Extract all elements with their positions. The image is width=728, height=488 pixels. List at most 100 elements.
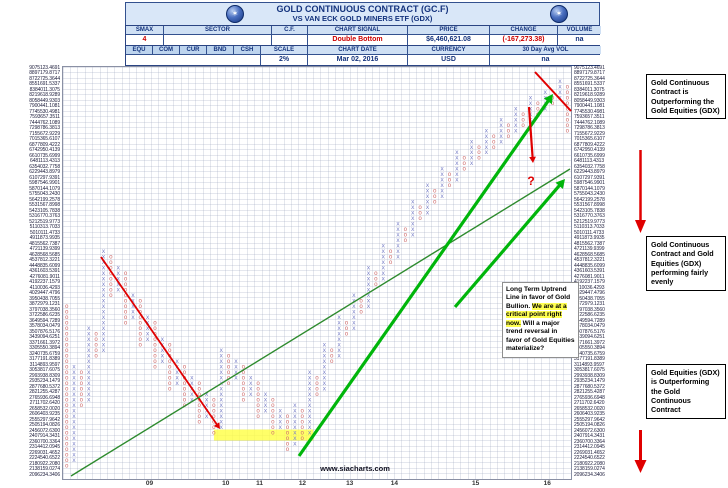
svg-text:o: o [197,413,201,420]
smax-value: 4 [126,35,163,45]
scale-value: 2% [261,55,307,65]
watermark: www.siacharts.com [320,464,390,473]
svg-text:o: o [65,325,69,332]
svg-text:o: o [197,407,201,414]
svg-text:o: o [80,396,84,403]
svg-text:o: o [492,138,496,145]
svg-text:o: o [300,429,304,436]
y-axis-label: 7444762.1089 [29,119,60,126]
svg-text:x: x [381,243,385,250]
svg-text:x: x [484,133,488,140]
svg-text:o: o [492,133,496,140]
svg-text:x: x [190,391,194,398]
y-axis-label: 6229443.8979 [574,169,605,176]
y-axis-label: 3649594.7289 [574,317,605,324]
svg-text:o: o [65,424,69,431]
svg-text:o: o [330,347,334,354]
svg-text:x: x [411,199,415,206]
y-axis-label: 3797038.3560 [574,306,605,313]
y-axis-label: 8384011.3075 [574,86,605,93]
y-axis-label: 3507876.5176 [29,328,60,335]
svg-text:x: x [87,358,91,365]
y-axis-label: 7015365.6107 [29,136,60,143]
svg-text:o: o [212,413,216,420]
svg-text:o: o [256,396,260,403]
currency-value: USD [408,55,489,65]
svg-text:x: x [308,424,312,431]
trendline [70,168,571,477]
svg-text:x: x [426,188,430,195]
svg-text:x: x [470,138,474,145]
y-axis-label: 2456072.6300 [29,427,60,434]
svg-text:x: x [308,418,312,425]
trendline [453,179,565,309]
volume-value: na [558,35,601,45]
svg-text:x: x [455,149,459,156]
svg-text:x: x [219,374,223,381]
tab-equ[interactable]: EQU [126,46,152,54]
y-axis-label: 8897179.8717 [574,70,605,77]
svg-text:o: o [477,149,481,156]
svg-text:o: o [65,429,69,436]
svg-text:o: o [565,83,569,90]
svg-text:x: x [426,210,430,217]
y-axis-label: 2993938.8309 [574,372,605,379]
svg-text:o: o [197,385,201,392]
svg-text:x: x [455,166,459,173]
svg-text:o: o [565,111,569,118]
svg-text:o: o [256,402,260,409]
svg-text:x: x [102,331,106,338]
svg-text:o: o [374,270,378,277]
svg-text:x: x [411,215,415,222]
svg-text:o: o [212,407,216,414]
svg-text:x: x [72,391,76,398]
svg-text:o: o [109,281,113,288]
y-axis-label: 5423105.7838 [574,207,605,214]
svg-text:o: o [462,160,466,167]
svg-text:o: o [433,199,437,206]
tab-cur[interactable]: CUR [180,46,206,54]
y-axis-label: 4276081.9011 [29,273,61,280]
svg-text:o: o [138,336,142,343]
svg-text:o: o [300,413,304,420]
currency-label: CURRENCY [408,46,489,54]
y-axis-label: 7745530.4981 [574,108,605,115]
svg-text:o: o [109,270,113,277]
analyst-note-text: Will a major trend reversal in favor of … [506,319,575,353]
svg-text:x: x [102,287,106,294]
svg-text:x: x [116,265,120,272]
svg-text:x: x [440,188,444,195]
svg-text:x: x [219,407,223,414]
svg-text:o: o [109,292,113,299]
svg-text:o: o [94,342,98,349]
svg-text:x: x [146,325,150,332]
svg-text:o: o [183,385,187,392]
y-axis-label: 3797038.3560 [29,306,60,313]
svg-text:o: o [242,391,246,398]
y-axis-label: 4721139.9399 [574,246,605,253]
tab-com[interactable]: COM [153,46,179,54]
tab-csh[interactable]: CSH [234,46,260,54]
y-axis-label: 3649594.7289 [29,317,60,324]
svg-text:x: x [484,144,488,151]
tab-bnd[interactable]: BND [207,46,233,54]
y-axis-label: 6481113.4313 [29,158,60,165]
svg-text:x: x [87,353,91,360]
svg-text:x: x [455,177,459,184]
y-axis-label: 2314412.0945 [29,444,60,451]
y-axis-label: 3305550.3894 [574,345,605,352]
y-axis-label: 3177191.8389 [574,356,605,363]
svg-text:x: x [116,270,120,277]
sia-logo-glyph: ✶ [231,9,239,18]
svg-text:o: o [183,363,187,370]
y-axis-label: 8551691.5337 [574,81,605,88]
title-line1: GOLD CONTINUOUS CONTRACT (GC.F) [276,4,449,14]
svg-text:x: x [499,133,503,140]
svg-text:x: x [308,391,312,398]
svg-text:x: x [337,347,341,354]
